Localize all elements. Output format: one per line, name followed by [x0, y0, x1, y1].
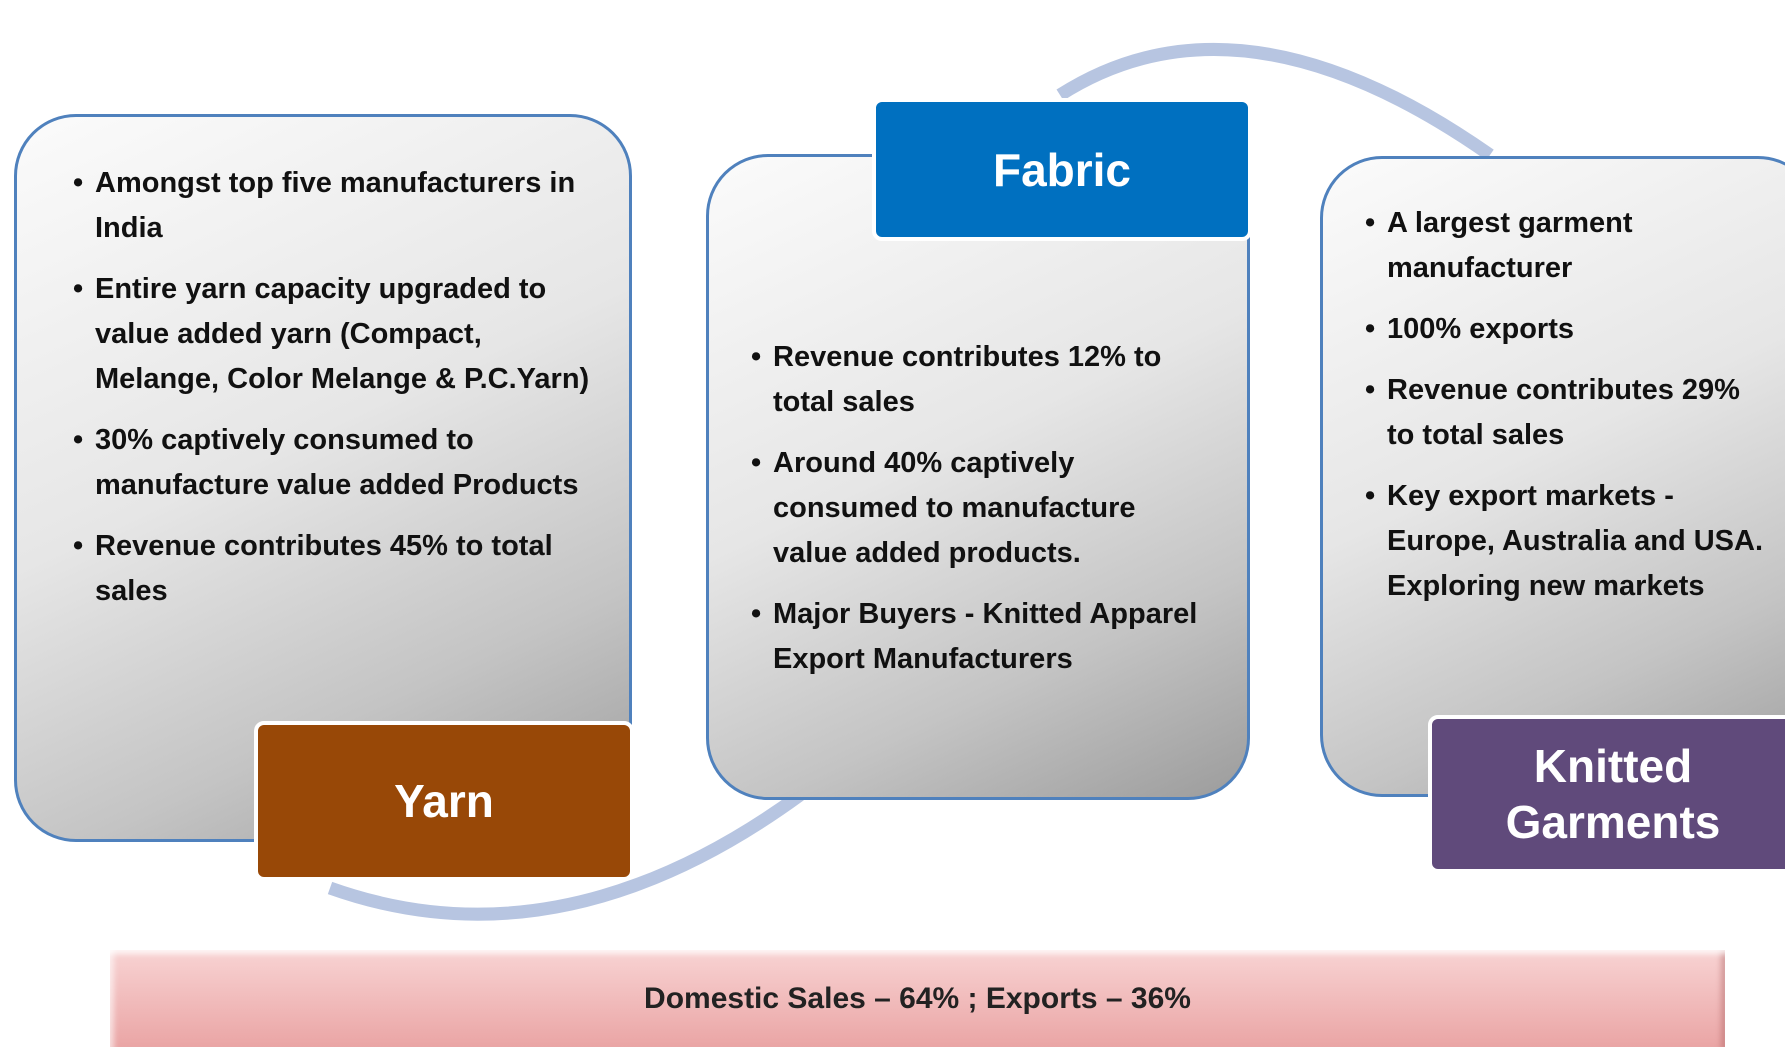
arc-top: [1056, 42, 1494, 161]
bullet: Amongst top five manufacturers in India: [73, 161, 599, 251]
bullet: Around 40% captively consumed to manufac…: [751, 441, 1217, 576]
bullet-list: Amongst top five manufacturers in India E…: [73, 161, 599, 614]
bullet-list: A largest garment manufacturer 100% expor…: [1365, 201, 1767, 609]
yarn-label: Yarn: [254, 721, 634, 881]
footer-bar: Domestic Sales – 64% ; Exports – 36%: [110, 950, 1725, 1047]
bullet: Revenue contributes 29% to total sales: [1365, 368, 1767, 458]
bullet: Major Buyers - Knitted Apparel Export Ma…: [751, 592, 1217, 682]
bullet: Revenue contributes 12% to total sales: [751, 335, 1217, 425]
bullet-list: Revenue contributes 12% to total sales Ar…: [751, 335, 1217, 682]
bullet: Entire yarn capacity upgraded to value a…: [73, 267, 599, 402]
bullet: Revenue contributes 45% to total sales: [73, 524, 599, 614]
fabric-panel: Revenue contributes 12% to total sales Ar…: [706, 154, 1250, 800]
garments-panel: A largest garment manufacturer 100% expor…: [1320, 156, 1785, 797]
bullet: 30% captively consumed to manufacture va…: [73, 418, 599, 508]
fabric-label: Fabric: [872, 98, 1252, 241]
bullet: A largest garment manufacturer: [1365, 201, 1767, 291]
yarn-panel: Amongst top five manufacturers in India E…: [14, 114, 632, 842]
bullet: 100% exports: [1365, 307, 1767, 352]
garments-label: Knitted Garments: [1428, 715, 1785, 873]
bullet: Key export markets - Europe, Australia a…: [1365, 474, 1767, 609]
arc-bottom: [327, 789, 804, 921]
